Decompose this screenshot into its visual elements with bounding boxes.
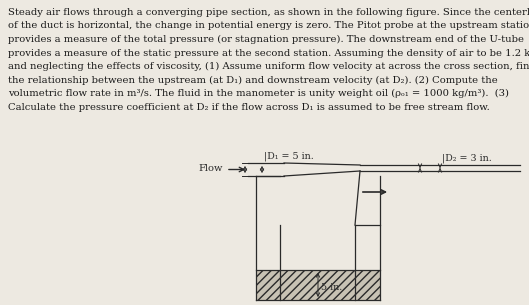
Text: Flow: Flow (198, 164, 223, 173)
Text: and neglecting the effects of viscosity, (1) Assume uniform flow velocity at acr: and neglecting the effects of viscosity,… (8, 62, 529, 71)
Text: |D₂ = 3 in.: |D₂ = 3 in. (442, 153, 492, 163)
Polygon shape (256, 270, 380, 300)
Text: 5 in.: 5 in. (321, 282, 342, 292)
Text: of the duct is horizontal, the change in potential energy is zero. The Pitot pro: of the duct is horizontal, the change in… (8, 21, 529, 30)
Text: |D₁ = 5 in.: |D₁ = 5 in. (264, 152, 314, 161)
Text: volumetric flow rate in m³/s. The fluid in the manometer is unity weight oil (ρₒ: volumetric flow rate in m³/s. The fluid … (8, 89, 509, 98)
Text: provides a measure of the total pressure (or stagnation pressure). The downstrea: provides a measure of the total pressure… (8, 35, 524, 44)
Text: Calculate the pressure coefficient at D₂ if the flow across D₁ is assumed to be : Calculate the pressure coefficient at D₂… (8, 102, 490, 112)
Text: Steady air flows through a converging pipe section, as shown in the following fi: Steady air flows through a converging pi… (8, 8, 529, 17)
Text: provides a measure of the static pressure at the second station. Assuming the de: provides a measure of the static pressur… (8, 48, 529, 58)
Text: the relationship between the upstream (at D₁) and downstream velocity (at D₂). (: the relationship between the upstream (a… (8, 76, 498, 84)
